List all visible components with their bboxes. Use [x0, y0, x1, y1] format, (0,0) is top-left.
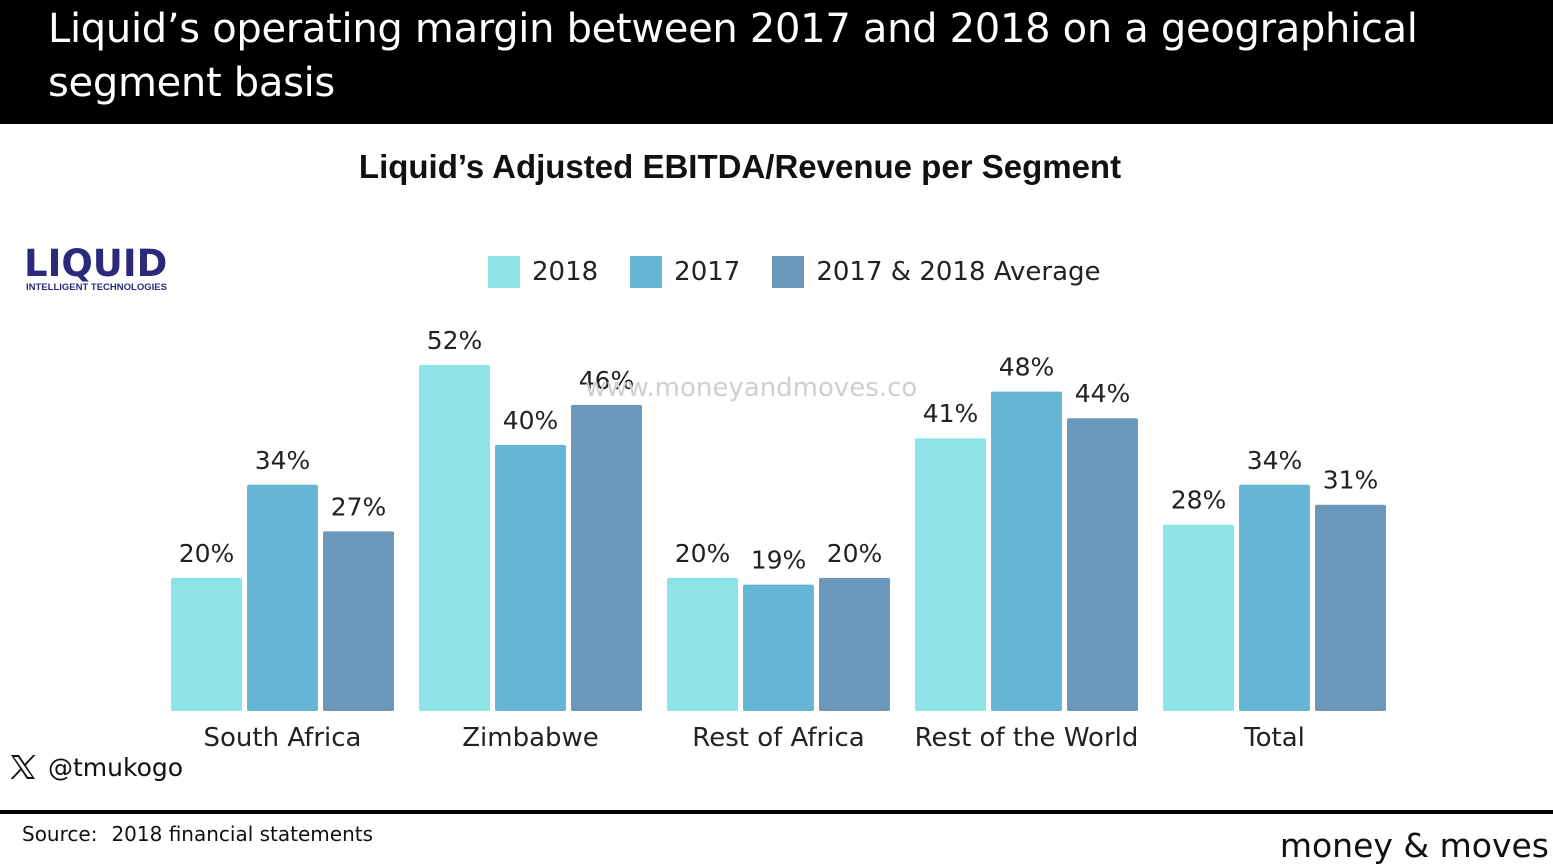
data-label: 31% [1323, 466, 1379, 495]
data-label: 20% [675, 539, 731, 568]
liquid-logo: LIQUID INTELLIGENT TECHNOLOGIES [24, 242, 184, 298]
bar [419, 365, 490, 711]
bar [247, 484, 318, 711]
data-label: 44% [1075, 379, 1131, 408]
data-label: 41% [923, 399, 979, 428]
data-label: 52% [427, 326, 483, 355]
legend-label-average: 2017 & 2018 Average [816, 257, 1101, 287]
bar [1239, 484, 1310, 711]
social-handle: @tmukogo [8, 752, 183, 782]
bar [171, 577, 242, 711]
source-note: Source: 2018 financial statements [22, 822, 387, 846]
bar [1163, 524, 1234, 711]
bar [819, 577, 890, 711]
data-label: 34% [255, 446, 311, 475]
chart-title: Liquid’s Adjusted EBITDA/Revenue per Seg… [358, 148, 1122, 185]
bar [1315, 504, 1386, 711]
data-label: 46% [579, 366, 635, 395]
legend-item-average: 2017 & 2018 Average [772, 256, 1101, 288]
legend-swatch-average [772, 256, 805, 288]
category-label: Rest of the World [915, 723, 1139, 753]
data-label: 20% [827, 539, 883, 568]
footer-divider [0, 810, 1553, 814]
category-label: South Africa [204, 723, 362, 753]
page-title: Liquid’s operating margin between 2017 a… [48, 6, 1418, 106]
category-label: Total [1243, 723, 1305, 753]
brand-logo: money & moves [1279, 826, 1549, 865]
chart-legend: 2018 2017 2017 & 2018 Average [488, 254, 1133, 290]
bar [323, 531, 394, 711]
legend-label-2018: 2018 [532, 257, 599, 287]
data-label: 48% [999, 353, 1055, 382]
legend-swatch-2018 [488, 256, 520, 288]
data-label: 27% [331, 492, 387, 521]
category-label: Rest of Africa [692, 723, 864, 753]
source-label: Source: [22, 822, 98, 846]
bar [743, 584, 814, 711]
data-label: 40% [503, 406, 559, 435]
logo-wordmark: LIQUID [24, 242, 168, 285]
bar [667, 577, 738, 711]
x-logo-icon [10, 755, 36, 779]
legend-item-2017: 2017 [630, 256, 740, 288]
data-label: 19% [751, 546, 807, 575]
bar [991, 391, 1062, 711]
legend-item-2018: 2018 [488, 256, 598, 288]
watermark: www.moneyandmoves.co [585, 373, 918, 403]
bar [1067, 418, 1138, 711]
bar [915, 438, 986, 711]
legend-label-2017: 2017 [674, 257, 741, 287]
data-label: 28% [1171, 486, 1227, 515]
header-banner: Liquid’s operating margin between 2017 a… [0, 0, 1553, 124]
data-label: 34% [1247, 446, 1303, 475]
twitter-handle: @tmukogo [48, 752, 184, 782]
source-text: 2018 financial statements [111, 822, 374, 846]
category-label: Zimbabwe [462, 723, 599, 753]
logo-tagline: INTELLIGENT TECHNOLOGIES [26, 282, 167, 293]
data-label: 20% [179, 539, 235, 568]
bar [495, 444, 566, 711]
bar [571, 404, 642, 711]
legend-swatch-2017 [630, 256, 663, 288]
